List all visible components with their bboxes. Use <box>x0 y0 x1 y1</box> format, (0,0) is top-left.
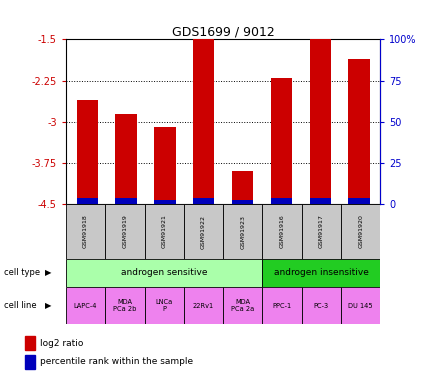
Bar <box>25 355 34 369</box>
Text: PPC-1: PPC-1 <box>272 303 292 309</box>
Bar <box>115 114 137 204</box>
Bar <box>341 287 380 324</box>
Text: GSM91920: GSM91920 <box>358 214 363 249</box>
Bar <box>341 204 380 259</box>
Text: MDA
PCa 2a: MDA PCa 2a <box>231 299 255 312</box>
Bar <box>184 204 223 259</box>
Title: GDS1699 / 9012: GDS1699 / 9012 <box>172 25 275 38</box>
Bar <box>184 287 223 324</box>
Bar <box>348 198 370 204</box>
Text: cell type: cell type <box>4 268 40 278</box>
Bar <box>309 198 331 204</box>
Bar <box>302 204 341 259</box>
Text: GSM91922: GSM91922 <box>201 214 206 249</box>
Bar <box>223 287 262 324</box>
Bar <box>348 58 370 204</box>
Text: LAPC-4: LAPC-4 <box>74 303 97 309</box>
Bar <box>25 336 34 350</box>
Text: GSM91921: GSM91921 <box>162 214 167 249</box>
Text: DU 145: DU 145 <box>348 303 373 309</box>
Text: log2 ratio: log2 ratio <box>40 339 84 348</box>
Bar <box>144 287 184 324</box>
Text: 22Rv1: 22Rv1 <box>193 303 214 309</box>
Bar <box>76 100 98 204</box>
Text: cell line: cell line <box>4 301 37 310</box>
Bar <box>223 204 262 259</box>
Bar <box>193 39 214 204</box>
Text: PC-3: PC-3 <box>314 303 329 309</box>
Text: GSM91917: GSM91917 <box>319 214 324 249</box>
Bar <box>144 204 184 259</box>
Bar <box>262 204 302 259</box>
Text: MDA
PCa 2b: MDA PCa 2b <box>113 299 136 312</box>
Text: GSM91919: GSM91919 <box>122 214 128 249</box>
Bar <box>105 287 144 324</box>
Bar <box>271 78 292 204</box>
Text: androgen sensitive: androgen sensitive <box>121 268 207 278</box>
Bar <box>309 39 331 204</box>
Bar <box>262 259 380 287</box>
Bar <box>302 287 341 324</box>
Text: ▶: ▶ <box>45 268 51 278</box>
Bar <box>154 200 176 204</box>
Bar <box>115 198 137 204</box>
Text: ▶: ▶ <box>45 301 51 310</box>
Bar <box>271 198 292 204</box>
Bar <box>105 204 144 259</box>
Text: LNCa
P: LNCa P <box>156 299 173 312</box>
Bar <box>66 204 105 259</box>
Text: percentile rank within the sample: percentile rank within the sample <box>40 357 193 366</box>
Bar <box>232 200 253 204</box>
Bar <box>262 287 302 324</box>
Bar <box>193 198 214 204</box>
Bar <box>154 128 176 204</box>
Bar <box>232 171 253 204</box>
Text: androgen insensitive: androgen insensitive <box>274 268 369 278</box>
Bar <box>76 198 98 204</box>
Bar <box>66 287 105 324</box>
Text: GSM91923: GSM91923 <box>240 214 245 249</box>
Text: GSM91918: GSM91918 <box>83 214 88 248</box>
Bar <box>66 259 262 287</box>
Text: GSM91916: GSM91916 <box>280 214 285 248</box>
